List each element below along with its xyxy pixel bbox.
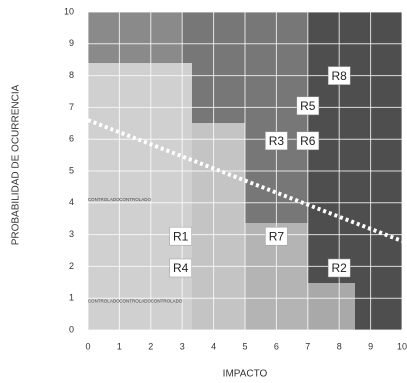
risk-marker (169, 226, 192, 246)
risk-label: R5 (300, 99, 316, 113)
y-tick-label: 0 (69, 324, 74, 334)
risk-marker (296, 96, 320, 116)
y-tick-label: 6 (69, 134, 74, 144)
risk-marker (265, 226, 288, 246)
x-tick-label: 10 (397, 341, 407, 351)
x-tick-label: 8 (337, 341, 342, 351)
risk-label: R2 (332, 261, 348, 275)
risk-label: R1 (173, 229, 189, 243)
x-tick-label: 3 (180, 341, 185, 351)
cell-label: CONTROLADO (119, 197, 151, 202)
x-tick-label: 2 (148, 341, 153, 351)
cell-label: CONTROLADO (88, 299, 120, 304)
risk-label: R6 (300, 134, 316, 148)
trend-line (87, 118, 403, 243)
risk-marker (327, 66, 351, 85)
y-tick-label: 4 (69, 197, 74, 207)
risk-label: R7 (269, 229, 285, 243)
x-tick-label: 9 (368, 341, 373, 351)
x-tick-label: 7 (305, 341, 310, 351)
y-tick-label: 1 (69, 293, 74, 303)
x-tick-label: 4 (211, 341, 216, 351)
y-tick-label: 2 (69, 261, 74, 271)
y-tick-label: 10 (64, 6, 74, 16)
y-tick-label: 3 (69, 229, 74, 239)
cell-label: CONTROLADO (119, 299, 151, 304)
risk-label: R8 (332, 69, 348, 83)
risk-marker (327, 258, 351, 278)
x-axis-title: IMPACTO (223, 369, 268, 380)
x-tick-label: 0 (85, 341, 90, 351)
y-tick-label: 7 (69, 102, 74, 112)
y-tick-label: 9 (69, 38, 74, 48)
cell-label: CONTROLADO (88, 197, 120, 202)
cell-label: CONTROLADO (151, 299, 183, 304)
y-tick-label: 5 (69, 165, 74, 175)
x-tick-label: 6 (274, 341, 279, 351)
y-tick-label: 8 (69, 70, 74, 80)
risk-label: R4 (173, 261, 189, 275)
x-tick-label: 1 (117, 341, 122, 351)
risk-marker (169, 258, 192, 278)
risk-marker (265, 131, 288, 151)
risk-label: R3 (269, 134, 285, 148)
y-axis-title: PROBABILIDAD DE OCURRENCIA (11, 84, 22, 245)
x-tick-label: 5 (242, 341, 247, 351)
risk-marker (296, 131, 320, 151)
